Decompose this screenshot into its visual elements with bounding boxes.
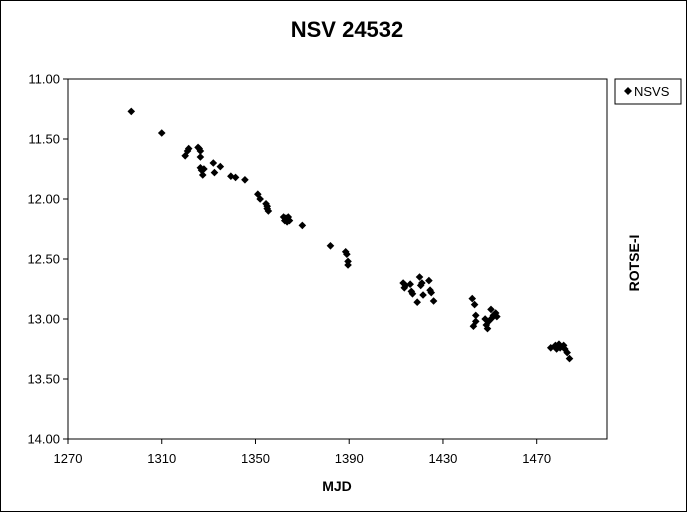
legend: NSVS (614, 78, 682, 105)
data-point (470, 300, 479, 309)
data-point (198, 171, 207, 179)
y-tick-label: 11.00 (28, 72, 60, 87)
data-point (471, 311, 480, 320)
y-tick-label: 12.00 (27, 192, 60, 207)
data-point (216, 162, 225, 171)
data-point (344, 261, 352, 269)
data-point (483, 324, 492, 333)
data-point (241, 176, 249, 184)
x-tick-label: 1350 (241, 451, 270, 466)
data-point (471, 317, 480, 326)
data-point (408, 290, 417, 298)
data-point (210, 168, 219, 177)
data-point (427, 288, 436, 297)
data-point (231, 173, 240, 182)
data-point (429, 297, 438, 305)
x-tick-label: 1270 (54, 451, 83, 466)
data-point (413, 298, 421, 306)
data-point (419, 291, 427, 299)
data-point (209, 159, 218, 167)
data-point (415, 273, 424, 281)
data-point (184, 144, 193, 153)
data-point (563, 348, 571, 357)
x-tick-label: 1470 (522, 451, 551, 466)
data-point (264, 207, 273, 215)
data-point (343, 250, 351, 258)
plot-area (67, 78, 608, 440)
data-point (196, 147, 205, 155)
data-point (469, 322, 478, 330)
data-point (406, 280, 414, 288)
x-axis-ticks: 1270 1310 1350 1390 1430 1470 (54, 439, 551, 466)
data-point (418, 279, 426, 287)
data-point (468, 294, 477, 303)
data-point (285, 216, 294, 225)
data-point (127, 107, 136, 116)
data-point (157, 129, 166, 137)
data-point (559, 341, 568, 350)
y-tick-label: 13.00 (27, 312, 60, 327)
data-point (254, 190, 262, 198)
y-tick-label: 11.50 (28, 132, 60, 147)
data-point (551, 341, 560, 350)
data-points (127, 107, 574, 363)
x-tick-label: 1390 (335, 451, 364, 466)
legend-label-nsvs: NSVS (634, 84, 670, 99)
data-point (565, 354, 574, 363)
y-axis-ticks: 11.00 11.50 12.00 12.50 13.00 13.50 14.00 (27, 72, 68, 447)
data-point (200, 165, 208, 173)
data-point (256, 195, 264, 203)
y-tick-label: 14.00 (27, 432, 60, 447)
x-axis-label: MJD (322, 478, 352, 494)
legend-marker-diamond (624, 87, 632, 95)
data-point (196, 153, 205, 161)
x-tick-label: 1430 (428, 451, 457, 466)
x-tick-label: 1310 (147, 451, 176, 466)
data-point (181, 152, 189, 160)
data-point (487, 305, 495, 314)
data-point (298, 221, 307, 230)
chart-title: NSV 24532 (291, 17, 404, 42)
data-point (493, 312, 501, 321)
data-point (425, 276, 433, 285)
y-tick-label: 12.50 (27, 252, 60, 267)
y-axis-label: ROTSE-I (626, 235, 642, 292)
data-point (326, 242, 335, 250)
y-tick-label: 13.50 (27, 372, 60, 387)
data-point (561, 345, 569, 353)
data-point (552, 345, 561, 353)
